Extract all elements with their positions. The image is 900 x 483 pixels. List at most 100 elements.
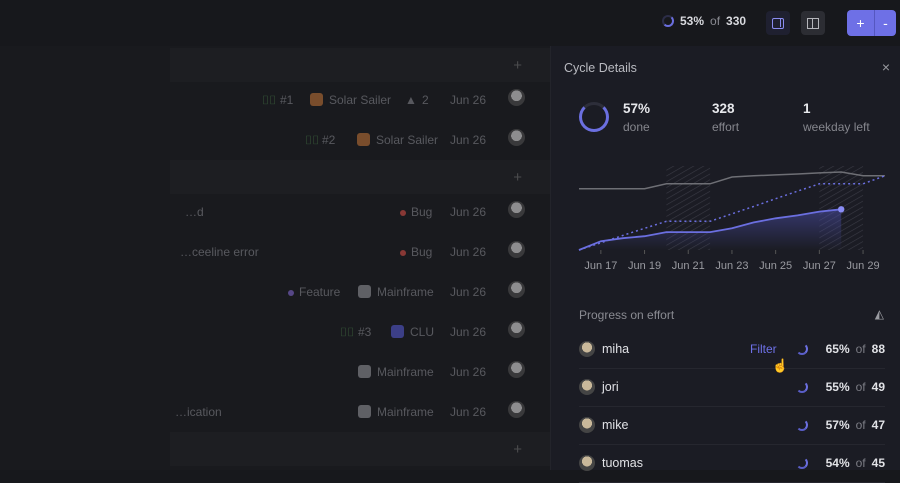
issue-list: + ⌷⌷ #1 Solar Sailer ▲ 2 Jun 26 ⌷⌷ #2 So… — [0, 46, 550, 470]
due-date: Jun 26 — [450, 365, 487, 379]
x-tick-label: Jun 19 — [628, 260, 661, 272]
cycle-details-panel: Cycle Details × 57% done 328 effort 1 weekd… — [550, 46, 900, 483]
x-tick-label: Jun 21 — [672, 260, 705, 272]
person-progress: 57% of 47 — [825, 418, 885, 432]
table-row[interactable]: Mainframe Jun 26 — [0, 353, 550, 393]
table-row[interactable]: ⌷⌷ #2 Solar Sailer Jun 26 — [0, 121, 550, 161]
feature-dot-icon — [288, 290, 294, 296]
due-date: Jun 26 — [450, 133, 487, 147]
progress-total: 330 — [726, 14, 747, 28]
bug-dot-icon — [400, 250, 406, 256]
stat-done: 57% done — [623, 101, 651, 134]
person-row[interactable]: tuomas 54% of 45 — [579, 445, 885, 483]
x-tick-label: Jun 29 — [847, 260, 880, 272]
pull-request-icon: ⌷⌷ — [305, 133, 320, 147]
avatar — [579, 341, 595, 357]
toggle-panel-button[interactable] — [766, 11, 790, 35]
add-issue-button[interactable]: + — [513, 57, 522, 74]
avatar — [508, 321, 525, 338]
table-row[interactable]: Feature Mainframe Jun 26 — [0, 273, 550, 313]
person-progress: 54% of 45 — [825, 456, 885, 470]
table-row[interactable]: …ication Mainframe Jun 26 — [0, 393, 550, 433]
due-date: Jun 26 — [450, 245, 487, 259]
person-row[interactable]: jori 55% of 49 — [579, 369, 885, 407]
stat-effort: 328 effort — [712, 101, 740, 134]
done-progress-ring — [579, 102, 609, 132]
board-view-button[interactable] — [801, 11, 825, 35]
person-progress: 65% of 88 — [825, 342, 885, 356]
table-row[interactable]: ⌷⌷ #3 CLU Jun 26 — [0, 313, 550, 353]
hand-cursor-icon: ☝ — [772, 358, 789, 373]
progress-of: of — [710, 14, 721, 28]
person-row[interactable]: miha Filter 65% of 88 — [579, 331, 885, 369]
group-header: + — [170, 160, 550, 194]
pr-number: #3 — [358, 325, 372, 339]
x-tick-label: Jun 25 — [759, 260, 792, 272]
progress-ring-icon — [796, 343, 808, 355]
add-issue-button[interactable]: + — [513, 169, 522, 186]
project-label: CLU — [410, 325, 435, 339]
person-row[interactable]: mike 57% of 47 — [579, 407, 885, 445]
avatar — [508, 401, 525, 418]
table-row[interactable]: ⌷⌷ #1 Solar Sailer ▲ 2 Jun 26 — [0, 81, 550, 121]
project-label: Mainframe — [377, 405, 434, 419]
person-name: tuomas — [602, 456, 643, 470]
project-icon — [391, 325, 404, 338]
x-tick-label: Jun 17 — [584, 260, 617, 272]
panel-title: Cycle Details — [564, 61, 637, 75]
avatar — [508, 201, 525, 218]
label: Bug — [411, 205, 433, 219]
label: Bug — [411, 245, 433, 259]
cycle-progress[interactable]: 53% of 330 — [662, 14, 746, 28]
avatar — [508, 361, 525, 378]
x-tick-label: Jun 23 — [715, 260, 748, 272]
person-progress: 55% of 49 — [825, 380, 885, 394]
progress-ring-icon — [662, 15, 674, 27]
person-name: jori — [602, 380, 619, 394]
add-issue-button[interactable]: + — [513, 441, 522, 458]
person-name: miha — [602, 342, 630, 356]
table-row[interactable]: …d Bug Jun 26 — [0, 193, 550, 233]
table-row[interactable]: …ceeline error Bug Jun 26 — [0, 233, 550, 273]
progress-ring-icon — [796, 457, 808, 469]
more-options-button[interactable]: - — [874, 10, 896, 36]
progress-ring-icon — [796, 419, 808, 431]
group-header: + — [170, 48, 550, 82]
pr-number: #1 — [280, 93, 294, 107]
pull-request-icon: ⌷⌷ — [262, 93, 277, 107]
progress-ring-icon — [796, 381, 808, 393]
pull-request-icon: ⌷⌷ — [340, 325, 355, 339]
scope-line — [579, 171, 885, 190]
avatar — [508, 89, 525, 106]
avatar — [508, 241, 525, 258]
filter-button[interactable]: Filter — [750, 342, 777, 356]
project-label: Solar Sailer — [376, 133, 439, 147]
completed-line — [578, 208, 842, 251]
due-date: Jun 26 — [450, 325, 487, 339]
avatar — [579, 379, 595, 395]
due-date: Jun 26 — [450, 285, 487, 299]
add-button-group: + - — [847, 10, 896, 36]
project-icon — [358, 365, 371, 378]
stat-weekdays-left: 1 weekday left — [803, 101, 870, 134]
burnup-chart: Jun 17 Jun 19 Jun 21 Jun 23 Jun 25 Jun 27 Jun … — [578, 166, 886, 272]
x-tick-label: Jun 27 — [803, 260, 836, 272]
avatar — [508, 129, 525, 146]
due-date: Jun 26 — [450, 405, 487, 419]
project-label: Mainframe — [377, 285, 434, 299]
project-icon — [310, 93, 323, 106]
project-icon — [358, 405, 371, 418]
issue-title: …ceeline error — [180, 245, 259, 259]
add-button[interactable]: + — [856, 15, 865, 31]
person-name: mike — [602, 418, 629, 432]
avatar — [508, 281, 525, 298]
project-label: Solar Sailer — [329, 93, 392, 107]
grid-layout-icon — [807, 17, 819, 29]
pr-number: #2 — [322, 133, 336, 147]
completed-area — [579, 209, 842, 250]
project-label: Mainframe — [377, 365, 434, 379]
close-button[interactable]: × — [881, 59, 890, 75]
avatar — [579, 417, 595, 433]
target-line — [578, 175, 886, 251]
estimate-warning-icon[interactable]: ◭ — [874, 307, 884, 321]
